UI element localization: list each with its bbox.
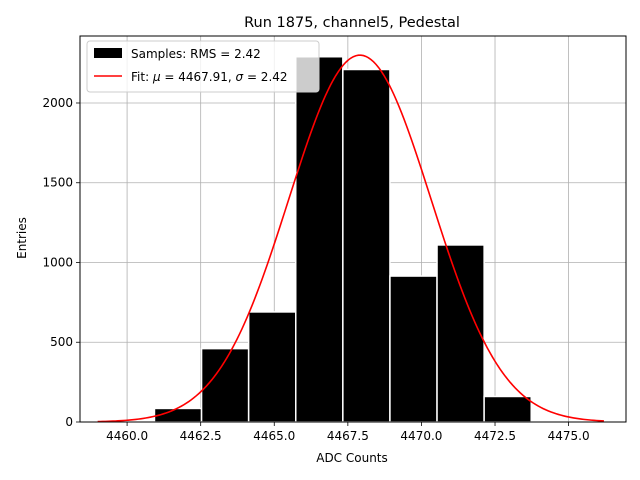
x-tick-label: 4460.0 [106, 429, 148, 443]
x-tick-label: 4472.5 [474, 429, 516, 443]
histogram-bar [436, 244, 485, 423]
fit-curve-group [97, 54, 604, 423]
legend-fit-sigma-symbol: σ [236, 70, 244, 84]
fit-curve [97, 54, 604, 423]
legend-fit-prefix: Fit: [131, 70, 153, 84]
histogram-bar [483, 395, 532, 423]
x-tick-label: 4467.5 [327, 429, 369, 443]
legend-samples-swatch [94, 48, 122, 58]
legend-fit-mu-symbol: μ [152, 70, 161, 84]
histogram-bar [342, 68, 391, 423]
x-tick-label: 4470.0 [400, 429, 442, 443]
x-tick-label: 4465.0 [253, 429, 295, 443]
y-tick-label: 500 [50, 335, 73, 349]
chart-title: Run 1875, channel5, Pedestal [244, 15, 460, 31]
legend-box [86, 40, 320, 93]
y-tick-label: 0 [65, 415, 73, 429]
y-tick-label: 2000 [42, 96, 73, 110]
y-tick-label: 1000 [42, 255, 73, 269]
y-tick-label: 1500 [42, 176, 73, 190]
legend-fit-label: Fit: μ = 4467.91, σ = 2.42 [131, 70, 288, 84]
histogram-bar [389, 275, 438, 423]
legend-fit-tail: = 2.42 [243, 70, 287, 84]
x-axis-ticks: 4460.0 4462.5 4465.0 4467.5 4470.0 4472.5 4475… [106, 422, 590, 443]
histogram-bar [295, 55, 344, 423]
histogram-bar [247, 311, 297, 423]
x-tick-label: 4462.5 [180, 429, 222, 443]
y-axis-label: Entries [15, 217, 29, 259]
legend-samples-label: Samples: RMS = 2.42 [131, 47, 261, 61]
histogram-bars [96, 55, 532, 423]
plot-frame [79, 35, 627, 423]
y-axis-ticks: 0 500 1000 1500 2000 [42, 96, 80, 429]
x-tick-label: 4475.0 [548, 429, 590, 443]
legend: Samples: RMS = 2.42 Fit: μ = 4467.91, σ … [86, 40, 320, 93]
legend-fit-mid: = 4467.91, [161, 70, 236, 84]
x-axis-label: ADC Counts [316, 451, 388, 465]
